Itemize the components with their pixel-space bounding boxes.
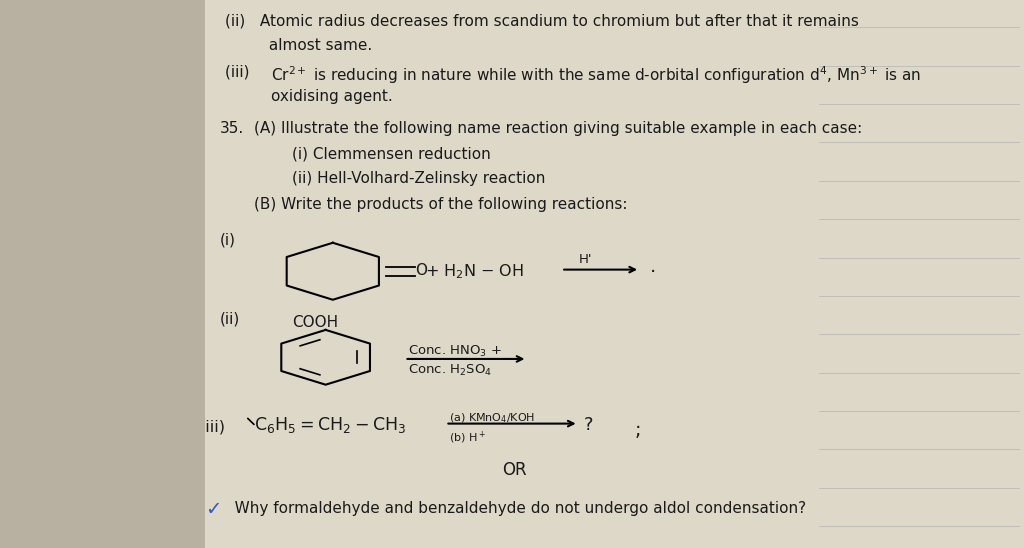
Text: (iii): (iii)	[200, 419, 225, 434]
Bar	[195, 0, 1024, 548]
Text: ·: ·	[650, 263, 656, 282]
Text: Why formaldehyde and benzaldehyde do not undergo aldol condensation?: Why formaldehyde and benzaldehyde do not…	[220, 501, 806, 516]
Text: $\mathregular{C_6H_5}$$\mathregular{=CH_2-CH_3}$: $\mathregular{C_6H_5}$$\mathregular{=CH_…	[254, 415, 407, 435]
Text: (ii): (ii)	[220, 311, 241, 326]
Text: + H$_2$N $-$ OH: + H$_2$N $-$ OH	[425, 262, 524, 281]
Text: COOH: COOH	[292, 315, 338, 330]
Text: ?: ?	[584, 416, 593, 435]
Text: (ii)   Atomic radius decreases from scandium to chromium but after that it remai: (ii) Atomic radius decreases from scandi…	[225, 14, 859, 28]
Text: Conc. H$_2$SO$_4$: Conc. H$_2$SO$_4$	[408, 363, 492, 379]
Text: (i): (i)	[220, 233, 237, 248]
Text: ✓: ✓	[205, 500, 221, 519]
Text: ;: ;	[635, 421, 641, 440]
Text: 31/: 31/	[159, 263, 181, 277]
Text: (B) Write the products of the following reactions:: (B) Write the products of the following …	[254, 197, 628, 212]
Bar	[0, 0, 205, 548]
Text: O: O	[415, 263, 427, 278]
Text: (ii) Hell-Volhard-Zelinsky reaction: (ii) Hell-Volhard-Zelinsky reaction	[292, 171, 545, 186]
Text: (a) KMnO$_4$/KOH: (a) KMnO$_4$/KOH	[449, 411, 535, 425]
Text: Cr$^{2+}$ is reducing in nature while with the same d-orbital configuration d$^4: Cr$^{2+}$ is reducing in nature while wi…	[271, 65, 922, 87]
Text: Conc. HNO$_3$ +: Conc. HNO$_3$ +	[408, 344, 502, 359]
Text: (b) H$^+$: (b) H$^+$	[449, 430, 485, 447]
Text: 35.: 35.	[220, 121, 245, 135]
Text: (A) Illustrate the following name reaction giving suitable example in each case:: (A) Illustrate the following name reacti…	[254, 121, 862, 135]
Text: (iii): (iii)	[225, 65, 259, 79]
Text: H': H'	[579, 253, 592, 266]
Text: OR: OR	[502, 461, 526, 480]
Text: almost same.: almost same.	[225, 38, 373, 53]
Text: (i) Clemmensen reduction: (i) Clemmensen reduction	[292, 146, 490, 161]
Text: oxidising agent.: oxidising agent.	[271, 89, 393, 104]
